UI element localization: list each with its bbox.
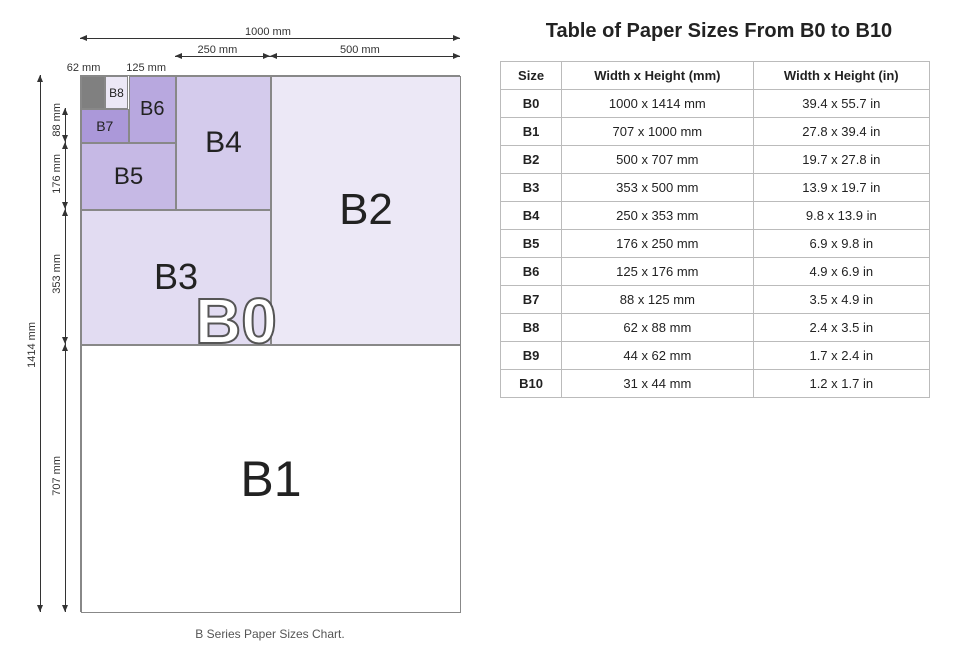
table-cell: 1.2 x 1.7 in <box>753 370 929 398</box>
table-header: Size <box>501 62 562 90</box>
dim-arrow-v <box>65 344 66 613</box>
table-row: B944 x 62 mm1.7 x 2.4 in <box>501 342 930 370</box>
table-row: B862 x 88 mm2.4 x 3.5 in <box>501 314 930 342</box>
table-header: Width x Height (in) <box>753 62 929 90</box>
table-row: B01000 x 1414 mm39.4 x 55.7 in <box>501 90 930 118</box>
cell-b6: B6 <box>129 76 177 143</box>
table-cell: 19.7 x 27.8 in <box>753 146 929 174</box>
cell-b2: B2 <box>271 76 461 345</box>
cell-b1: B1 <box>81 345 461 614</box>
dim-label: 353 mm <box>51 254 63 294</box>
table-row: B788 x 125 mm3.5 x 4.9 in <box>501 286 930 314</box>
table-row: B6125 x 176 mm4.9 x 6.9 in <box>501 258 930 286</box>
table-cell: B8 <box>501 314 562 342</box>
dim-label: 88 mm <box>51 103 63 137</box>
table-cell: 13.9 x 19.7 in <box>753 174 929 202</box>
table-cell: B10 <box>501 370 562 398</box>
table-cell: B4 <box>501 202 562 230</box>
paper-sizes-table: SizeWidth x Height (mm)Width x Height (i… <box>500 61 930 398</box>
table-cell: 62 x 88 mm <box>562 314 753 342</box>
table-row: B2500 x 707 mm19.7 x 27.8 in <box>501 146 930 174</box>
table-cell: 707 x 1000 mm <box>562 118 753 146</box>
dim-label: 1000 mm <box>245 26 291 38</box>
table-row: B4250 x 353 mm9.8 x 13.9 in <box>501 202 930 230</box>
dim-label: 176 mm <box>51 154 63 194</box>
cell-b9 <box>81 76 105 109</box>
table-cell: 500 x 707 mm <box>562 146 753 174</box>
cell-b8: B8 <box>105 76 129 109</box>
table-cell: B6 <box>501 258 562 286</box>
table-cell: B1 <box>501 118 562 146</box>
table-header: Width x Height (mm) <box>562 62 753 90</box>
table-cell: 88 x 125 mm <box>562 286 753 314</box>
dim-arrow-h <box>270 56 460 57</box>
dim-arrow-v <box>40 75 41 612</box>
cell-b5: B5 <box>81 143 176 210</box>
table-cell: 3.5 x 4.9 in <box>753 286 929 314</box>
table-cell: 27.8 x 39.4 in <box>753 118 929 146</box>
table-cell: 250 x 353 mm <box>562 202 753 230</box>
diagram-caption: B Series Paper Sizes Chart. <box>80 627 460 641</box>
table-cell: B7 <box>501 286 562 314</box>
table-cell: 1000 x 1414 mm <box>562 90 753 118</box>
dim-arrow-h <box>175 56 270 57</box>
table-cell: 31 x 44 mm <box>562 370 753 398</box>
dim-label: 1414 mm <box>26 322 38 368</box>
table-cell: B0 <box>501 90 562 118</box>
table-cell: 44 x 62 mm <box>562 342 753 370</box>
cell-b3: B3 <box>81 210 271 345</box>
table-cell: 176 x 250 mm <box>562 230 753 258</box>
table-cell: B3 <box>501 174 562 202</box>
table-row: B1707 x 1000 mm27.8 x 39.4 in <box>501 118 930 146</box>
table-cell: 9.8 x 13.9 in <box>753 202 929 230</box>
table-cell: 6.9 x 9.8 in <box>753 230 929 258</box>
diagram-board: B1B2B3B4B5B6B7B8 <box>80 75 460 612</box>
table-cell: 353 x 500 mm <box>562 174 753 202</box>
table-cell: 39.4 x 55.7 in <box>753 90 929 118</box>
cell-b7: B7 <box>81 109 129 142</box>
table-cell: B9 <box>501 342 562 370</box>
table-cell: 125 x 176 mm <box>562 258 753 286</box>
table-cell: B5 <box>501 230 562 258</box>
table-row: B1031 x 44 mm1.2 x 1.7 in <box>501 370 930 398</box>
paper-size-diagram: B1B2B3B4B5B6B7B8 B01000 mm500 mm250 mm12… <box>20 20 460 612</box>
dim-label: 62 mm <box>67 62 101 74</box>
dim-label: 250 mm <box>198 44 238 56</box>
cell-b4: B4 <box>176 76 271 210</box>
dim-label: 500 mm <box>340 44 380 56</box>
dim-label: 707 mm <box>51 456 63 496</box>
dim-label: 125 mm <box>126 62 166 74</box>
table-row: B5176 x 250 mm6.9 x 9.8 in <box>501 230 930 258</box>
dim-arrow-v <box>65 142 66 209</box>
table-row: B3353 x 500 mm13.9 x 19.7 in <box>501 174 930 202</box>
dim-arrow-v <box>65 108 66 141</box>
table-cell: 1.7 x 2.4 in <box>753 342 929 370</box>
dim-arrow-v <box>65 209 66 344</box>
table-cell: 2.4 x 3.5 in <box>753 314 929 342</box>
dim-arrow-h <box>80 38 460 39</box>
table-cell: B2 <box>501 146 562 174</box>
table-cell: 4.9 x 6.9 in <box>753 258 929 286</box>
table-title: Table of Paper Sizes From B0 to B10 <box>500 20 938 43</box>
